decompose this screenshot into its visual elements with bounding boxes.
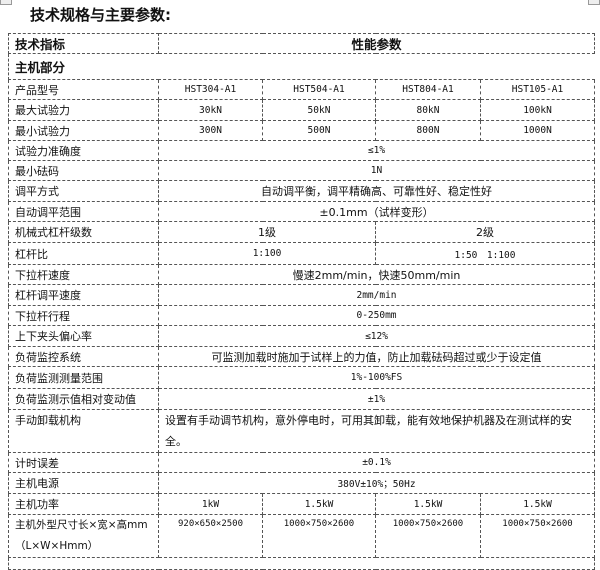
row-label: 最大试验力 bbox=[8, 99, 159, 121]
cell: 30kN bbox=[158, 99, 263, 121]
cell: HST504-A1 bbox=[262, 79, 376, 100]
row-label: 调平方式 bbox=[8, 180, 159, 202]
row-label: 试验力准确度 bbox=[8, 140, 159, 161]
empty-row bbox=[7, 557, 596, 570]
cell: 1.5kW bbox=[262, 493, 376, 515]
table-row: 负荷监测测量范围 1%-100%FS bbox=[8, 366, 596, 389]
row-label: 最小试验力 bbox=[8, 120, 159, 141]
cell: 80kN bbox=[375, 99, 481, 121]
cell: ±0.1% bbox=[157, 452, 596, 473]
row-label: 负荷监测示值相对变动值 bbox=[8, 388, 159, 410]
table-row: 负荷监控系统 可监测加载时施加于试样上的力值，防止加载砝码超过或少于设定值 bbox=[8, 346, 596, 367]
header-col2: 性能参数 bbox=[157, 33, 596, 54]
cell: 可监测加载时施加于试样上的力值，防止加载砝码超过或少于设定值 bbox=[157, 346, 596, 367]
table-row: 杠杆调平速度 2mm/min bbox=[8, 284, 596, 306]
empty-cell bbox=[7, 557, 596, 570]
row-label: 上下夹头偏心率 bbox=[8, 325, 159, 347]
header-col1: 技术指标 bbox=[8, 33, 159, 54]
table-row: 试验力准确度 ≤1% bbox=[8, 140, 596, 161]
cell: 设置有手动调节机构，意外停电时，可用其卸载，能有效地保护机器及在测试样的安全。 bbox=[157, 409, 596, 453]
cell: 1000×750×2600 bbox=[375, 514, 481, 558]
table-row: 自动调平范围 ±0.1mm（试样变形） bbox=[8, 201, 596, 222]
header-row: 技术指标 性能参数 bbox=[8, 33, 596, 54]
cell: 1N bbox=[157, 160, 596, 181]
table-row: 手动卸载机构 设置有手动调节机构，意外停电时，可用其卸载，能有效地保护机器及在测试… bbox=[8, 409, 596, 453]
page-corner-mark bbox=[0, 0, 12, 5]
section-title: 技术规格与主要参数: bbox=[30, 6, 171, 24]
cell: 慢速2mm/min，快速50mm/min bbox=[157, 264, 596, 285]
cell: 1:50 1:100 bbox=[374, 242, 596, 265]
section-row: 主机部分 bbox=[7, 53, 595, 80]
cell: 2级 bbox=[374, 221, 596, 243]
row-label: 主机电源 bbox=[8, 472, 159, 494]
row-label: 负荷监测测量范围 bbox=[8, 366, 159, 389]
cell: ±1% bbox=[157, 388, 596, 410]
cell: 500N bbox=[262, 120, 376, 141]
cell: ≤12% bbox=[157, 325, 596, 347]
table-row: 产品型号 HST304-A1 HST504-A1 HST804-A1 HST105-A1 bbox=[8, 79, 596, 100]
row-label: 计时误差 bbox=[8, 452, 159, 473]
page-corner-mark bbox=[588, 0, 600, 5]
table-row: 机械式杠杆级数 1级 2级 bbox=[8, 221, 596, 243]
row-label: 最小砝码 bbox=[8, 160, 159, 181]
row-label: 机械式杠杆级数 bbox=[8, 221, 159, 243]
cell: HST105-A1 bbox=[479, 79, 596, 100]
cell: ±0.1mm（试样变形） bbox=[157, 201, 596, 222]
cell: 2mm/min bbox=[157, 284, 596, 306]
table-row: 负荷监测示值相对变动值 ±1% bbox=[8, 388, 596, 410]
row-label: 主机功率 bbox=[8, 493, 159, 515]
table-row: 主机外型尺寸长×宽×高mm（L×W×Hmm） 920×650×2500 1000×7… bbox=[8, 514, 596, 558]
table-row: 下拉杆行程 0-250mm bbox=[8, 305, 596, 326]
spec-table: 技术指标 性能参数 主机部分 产品型号 HST304-A1 HST504-A1 HST8… bbox=[7, 33, 596, 570]
cell: 1000N bbox=[479, 120, 596, 141]
cell: 1级 bbox=[158, 221, 376, 243]
cell: 800N bbox=[375, 120, 481, 141]
table-row: 最大试验力 30kN 50kN 80kN 100kN bbox=[8, 99, 596, 121]
cell: HST804-A1 bbox=[375, 79, 481, 100]
table-row: 主机功率 1kW 1.5kW 1.5kW 1.5kW bbox=[8, 493, 596, 515]
cell: 1000×750×2600 bbox=[479, 514, 596, 558]
cell: 0-250mm bbox=[157, 305, 596, 326]
cell: 100kN bbox=[479, 99, 596, 121]
cell: 380V±10%；50Hz bbox=[157, 472, 596, 494]
cell: 1kW bbox=[158, 493, 263, 515]
row-label: 手动卸载机构 bbox=[8, 409, 159, 453]
cell: 自动调平衡，调平精确高、可靠性好、稳定性好 bbox=[157, 180, 596, 202]
table-row: 计时误差 ±0.1% bbox=[8, 452, 596, 473]
cell: 1000×750×2600 bbox=[262, 514, 376, 558]
cell: 300N bbox=[158, 120, 263, 141]
cell: 50kN bbox=[262, 99, 376, 121]
table-row: 下拉杆速度 慢速2mm/min，快速50mm/min bbox=[8, 264, 596, 285]
row-label: 负荷监控系统 bbox=[8, 346, 159, 367]
cell: 1.5kW bbox=[375, 493, 481, 515]
row-label: 下拉杆速度 bbox=[8, 264, 159, 285]
row-label: 杠杆比 bbox=[8, 242, 159, 265]
cell: 1.5kW bbox=[479, 493, 596, 515]
cell: 920×650×2500 bbox=[158, 514, 263, 558]
table-row: 杠杆比 1:100 1:50 1:100 bbox=[8, 242, 596, 265]
table-row: 最小试验力 300N 500N 800N 1000N bbox=[8, 120, 596, 141]
row-label: 自动调平范围 bbox=[8, 201, 159, 222]
table-row: 调平方式 自动调平衡，调平精确高、可靠性好、稳定性好 bbox=[8, 180, 596, 202]
row-label: 杠杆调平速度 bbox=[8, 284, 159, 306]
cell: HST304-A1 bbox=[158, 79, 263, 100]
table-row: 上下夹头偏心率 ≤12% bbox=[8, 325, 596, 347]
row-label: 下拉杆行程 bbox=[8, 305, 159, 326]
table-row: 主机电源 380V±10%；50Hz bbox=[8, 472, 596, 494]
row-label: 主机外型尺寸长×宽×高mm（L×W×Hmm） bbox=[8, 514, 159, 558]
table-row: 最小砝码 1N bbox=[8, 160, 596, 181]
row-label: 产品型号 bbox=[8, 79, 159, 100]
cell: 1%-100%FS bbox=[157, 366, 596, 389]
cell: 1:100 bbox=[158, 242, 376, 265]
cell: ≤1% bbox=[157, 140, 596, 161]
section-label: 主机部分 bbox=[7, 53, 595, 80]
